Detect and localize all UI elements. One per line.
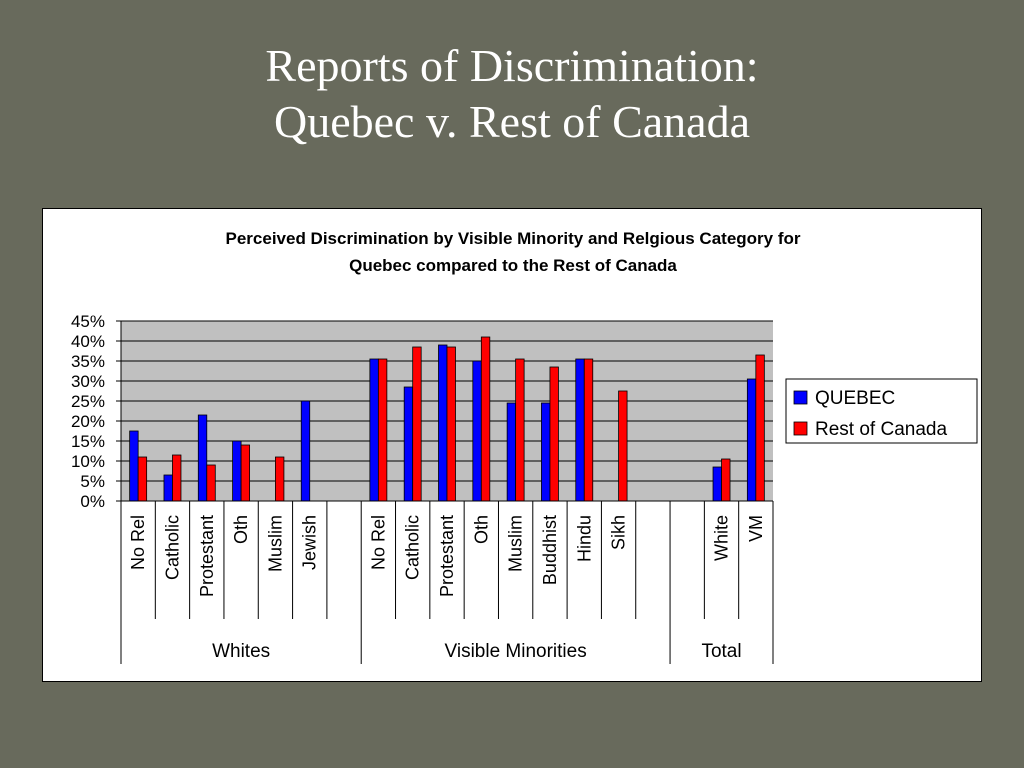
bar-rest-of-canada	[172, 454, 182, 502]
bar-chart: 0%5%10%15%20%25%30%35%40%45% No Rel Cathol…	[71, 312, 978, 664]
bar-quebec	[541, 402, 551, 502]
bar-quebec	[197, 414, 208, 502]
bar-quebec	[129, 430, 139, 502]
category-label: Oth	[231, 515, 251, 544]
bar-rest-of-canada	[755, 354, 765, 502]
category-label: Protestant	[437, 515, 457, 597]
category-label: Buddhist	[540, 515, 560, 585]
legend-label: QUEBEC	[815, 388, 895, 409]
chart-title-line2: Quebec compared to the Rest of Canada	[349, 256, 677, 275]
bar-quebec	[575, 358, 585, 502]
bar-rest-of-canada	[377, 358, 388, 502]
bar-rest-of-canada	[618, 390, 628, 502]
legend	[785, 378, 978, 444]
bar-quebec	[403, 386, 414, 502]
bar-quebec	[300, 400, 311, 502]
y-tick-label: 25%	[71, 392, 105, 411]
slide-title-line2: Quebec v. Rest of Canada	[273, 96, 750, 147]
bar-quebec	[163, 474, 173, 502]
bar-rest-of-canada	[206, 464, 216, 502]
y-tick-label: 40%	[71, 332, 105, 351]
bar-rest-of-canada	[275, 456, 285, 502]
bar-rest-of-canada	[412, 346, 422, 502]
y-tick-label: 10%	[71, 452, 105, 471]
bar-quebec	[746, 378, 757, 502]
bar-quebec	[712, 466, 722, 502]
bar-rest-of-canada	[549, 366, 559, 502]
legend-swatch	[793, 421, 808, 436]
bar-quebec	[369, 358, 379, 502]
y-tick-label: 15%	[71, 432, 105, 451]
category-label: Catholic	[403, 515, 423, 580]
category-label: Sikh	[609, 515, 629, 550]
category-label: VM	[746, 515, 766, 542]
y-tick-label: 0%	[80, 492, 105, 511]
category-label: Oth	[471, 515, 491, 544]
group-label: Whites	[212, 641, 270, 662]
y-tick-label: 30%	[71, 372, 105, 391]
bar-quebec	[506, 402, 517, 502]
bar-quebec	[232, 440, 242, 502]
bar-rest-of-canada	[721, 458, 731, 502]
legend-swatch	[793, 390, 808, 405]
group-label: Visible Minorities	[445, 641, 587, 662]
group-label: Total	[701, 641, 741, 662]
bar-rest-of-canada	[583, 358, 594, 502]
category-label: No Rel	[368, 515, 388, 570]
category-label: No Rel	[128, 515, 148, 570]
category-label: White	[712, 515, 732, 561]
category-label: Catholic	[162, 515, 182, 580]
chart-title: Perceived Discrimination by Visible Mino…	[43, 225, 983, 279]
category-label: Muslim	[506, 515, 526, 572]
y-tick-label: 20%	[71, 412, 105, 431]
bar-rest-of-canada	[515, 358, 525, 502]
chart-frame: Perceived Discrimination by Visible Mino…	[42, 208, 982, 682]
bar-rest-of-canada	[137, 456, 148, 502]
y-tick-label: 45%	[71, 312, 105, 331]
legend-label: Rest of Canada	[815, 419, 947, 440]
y-tick-label: 35%	[71, 352, 105, 371]
bar-rest-of-canada	[446, 346, 456, 502]
category-label: Hindu	[574, 515, 594, 562]
bar-rest-of-canada	[480, 336, 491, 502]
slide-title: Reports of Discrimination: Quebec v. Res…	[0, 38, 1024, 150]
bar-quebec	[472, 360, 482, 502]
category-label: Muslim	[265, 515, 285, 572]
category-label: Jewish	[300, 515, 320, 570]
y-tick-label: 5%	[80, 472, 105, 491]
slide-title-line1: Reports of Discrimination:	[265, 40, 759, 91]
bar-quebec	[438, 344, 448, 502]
bar-rest-of-canada	[240, 444, 251, 502]
category-label: Protestant	[197, 515, 217, 597]
chart-title-line1: Perceived Discrimination by Visible Mino…	[225, 229, 801, 248]
